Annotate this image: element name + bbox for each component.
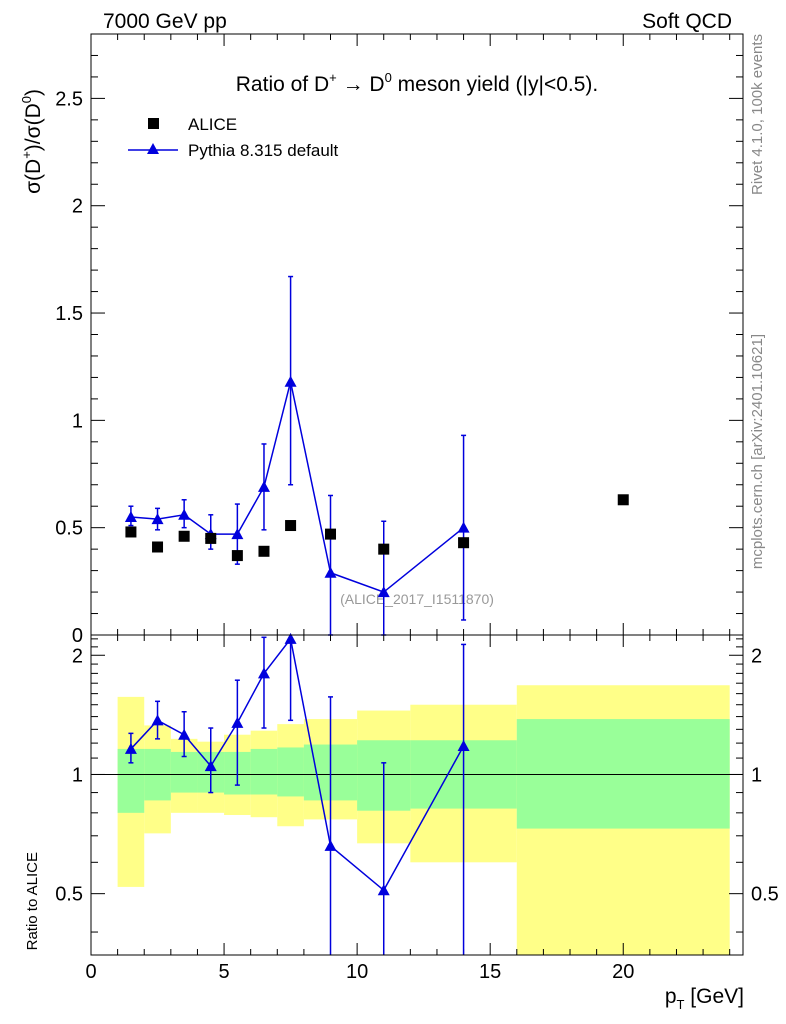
ratio-x-tick-label: 5: [218, 961, 229, 983]
xlabel-sub: T: [677, 997, 685, 1012]
main-ylabel: σ(D+)/σ(D0): [19, 89, 45, 194]
ylabel-part-2: )/σ(D: [22, 103, 45, 151]
ratio-y-tick-labels: 0.5 0.5 1 1 2 2: [55, 645, 779, 905]
main-y-tick-label: 2.5: [55, 88, 83, 110]
ratio-ylabel: Ratio to ALICE: [24, 852, 41, 950]
main-y-tick-label: 2: [72, 196, 83, 218]
ratio-x-tick-label: 15: [479, 961, 501, 983]
main-panel: (ALICE_2017_I1511870) 0 0.5 1 1.5 2 2.5 Ratio…: [19, 33, 744, 647]
main-watermark: (ALICE_2017_I1511870): [340, 591, 494, 607]
main-series-layer: [124, 275, 629, 636]
pythia-point: [457, 521, 470, 533]
title-part-3: meson yield (|y|<0.5).: [392, 73, 598, 96]
legend-pythia-label: Pythia 8.315 default: [188, 141, 339, 160]
ratio-pythia-point: [151, 714, 164, 726]
xlabel-part-1: p: [665, 985, 677, 1008]
ratio-y-tick-label: 2: [72, 645, 83, 667]
pythia-point: [151, 513, 164, 525]
ratio-pythia-point: [204, 760, 217, 772]
alice-point: [325, 528, 337, 540]
alice-point: [231, 550, 243, 562]
ratio-y-tick-label-right: 0.5: [751, 884, 779, 906]
title-sup-1: +: [329, 70, 337, 85]
pythia-point: [257, 480, 270, 492]
pythia-point: [124, 510, 137, 522]
ratio-band-inner: [516, 719, 730, 829]
alice-point: [152, 541, 164, 553]
alice-point: [378, 543, 390, 555]
legend-alice-marker: [148, 118, 159, 129]
ratio-panel: 0.5 0.5 1 1 2 2 0 5 10 15 20 Ratio to ALICE pT [G…: [24, 632, 779, 1012]
legend-pythia-marker: [147, 143, 159, 154]
xlabel-part-2: [GeV]: [684, 985, 744, 1008]
title-part-2: → D: [337, 73, 385, 96]
alice-point: [617, 494, 629, 506]
ratio-bands: [117, 685, 730, 955]
ratio-y-tick-label: 1: [72, 764, 83, 786]
ratio-x-tick-label: 10: [346, 961, 368, 983]
ratio-pythia-point: [257, 667, 270, 679]
ratio-y-tick-label-right: 2: [751, 645, 762, 667]
legend-alice-label: ALICE: [188, 115, 237, 134]
ratio-xlabel: pT [GeV]: [665, 985, 744, 1012]
pythia-point: [284, 375, 297, 387]
pythia-point: [377, 586, 390, 598]
header-right: Soft QCD: [642, 10, 732, 33]
ratio-pythia-point: [324, 839, 337, 851]
pythia-point: [178, 508, 191, 520]
title-part-1: Ratio of D: [236, 73, 329, 96]
pythia-point: [231, 528, 244, 540]
alice-point: [205, 532, 217, 544]
mcplots-label: mcplots.cern.ch [arXiv:2401.10621]: [749, 334, 766, 569]
ylabel-part-1: σ(D: [22, 159, 45, 194]
main-y-tick-label: 0.5: [55, 518, 83, 540]
ylabel-part-3: ): [22, 89, 45, 96]
main-y-tick-label: 1.5: [55, 303, 83, 325]
header-left: 7000 GeV pp: [103, 10, 227, 33]
pythia-line: [130, 381, 465, 593]
title-sup-2: 0: [385, 70, 392, 85]
alice-point: [258, 545, 270, 557]
ratio-band-inner: [170, 751, 198, 793]
alice-point: [178, 530, 190, 542]
ratio-pythia-line: [130, 637, 465, 892]
alice-point: [458, 537, 470, 549]
ratio-band-inner: [250, 748, 278, 795]
ratio-pythia-point: [231, 716, 244, 728]
ratio-pythia-point: [178, 728, 191, 740]
ratio-x-tick-label: 20: [612, 961, 634, 983]
ratio-series-layer: [124, 632, 470, 955]
main-y-tick-label: 1: [72, 410, 83, 432]
alice-point: [125, 526, 137, 538]
legend: ALICE Pythia 8.315 default: [128, 115, 339, 160]
main-title: Ratio of D+ → D0 meson yield (|y|<0.5).: [236, 70, 598, 96]
main-y-tick-labels: 0 0.5 1 1.5 2 2.5: [55, 88, 83, 647]
ratio-x-tick-labels: 0 5 10 15 20: [85, 961, 634, 983]
ratio-pythia-point: [457, 739, 470, 751]
ylabel-sup-1: +: [19, 151, 34, 159]
rivet-label: Rivet 4.1.0, 100k events: [749, 34, 766, 195]
ratio-x-tick-label: 0: [85, 961, 96, 983]
ratio-pythia-point: [284, 632, 297, 644]
main-y-tick-label: 0: [72, 625, 83, 647]
pythia-point: [324, 566, 337, 578]
ylabel-sup-2: 0: [19, 96, 34, 103]
alice-point: [285, 520, 297, 532]
ratio-pythia-point: [124, 742, 137, 754]
ratio-pythia-point: [377, 884, 390, 896]
ratio-frame: [90, 634, 744, 956]
ratio-band-inner: [277, 747, 304, 797]
ratio-y-tick-label-right: 1: [751, 764, 762, 786]
ratio-y-tick-label: 0.5: [55, 884, 83, 906]
